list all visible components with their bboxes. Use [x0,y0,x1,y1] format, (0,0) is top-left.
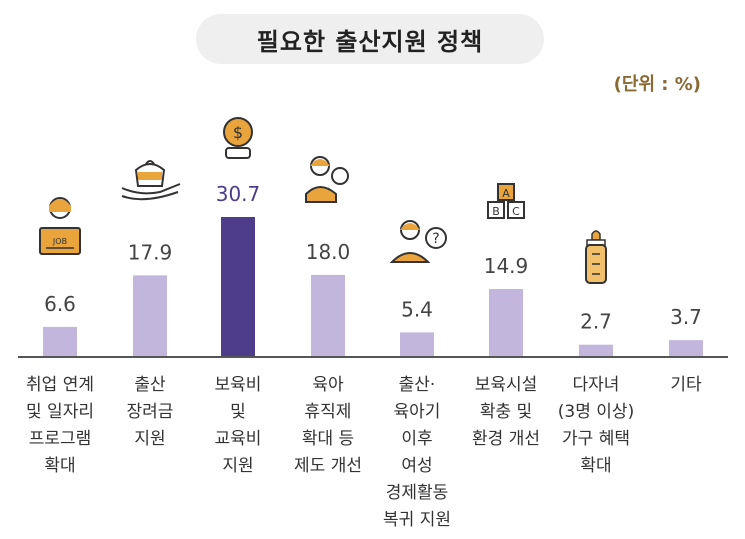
bar-4 [311,274,345,357]
baby-bottle-icon [585,230,607,284]
bar-6 [489,289,523,357]
value-label-7: 2.7 [580,310,612,334]
bar-3 [221,217,255,357]
value-label-3: 30.7 [216,182,261,206]
abc-blocks-icon: A B C [487,183,525,219]
woman-question-icon: ? [389,220,447,263]
svg-text:C: C [512,205,520,218]
job-worker-icon: JOB [39,197,81,255]
value-label-5: 5.4 [401,297,433,321]
bar-5 [400,332,434,357]
svg-text:$: $ [233,123,243,142]
category-label-3: 보육비 및 교육비 지원 [214,375,262,476]
category-label-1: 취업 연계 및 일자리 프로그램 확대 [26,375,94,476]
value-label-2: 17.9 [128,240,173,264]
category-label-2: 출산 장려금 지원 [126,375,174,449]
bar-8 [669,340,703,357]
category-label-6: 보육시설 확충 및 환경 개선 [472,375,540,449]
unit-label: (단위 : %) [613,74,701,95]
cash-pouch-hand-icon [121,160,181,201]
parent-child-icon [305,156,349,203]
category-label-5: 출산· 육아기 이후 여성 경제활동 복귀 지원 [383,375,451,530]
value-label-4: 18.0 [306,240,351,264]
chart-title: 필요한 출산지원 정책 [196,14,544,64]
category-label-8: 기타 [670,375,702,395]
bar-7 [579,344,613,357]
coin-money-icon: $ [223,117,253,159]
category-label-4: 육아 휴직제 확대 등 제도 개선 [294,375,362,476]
category-label-7: 다자녀 (3명 이상) 가구 혜택 확대 [557,375,635,476]
value-label-8: 3.7 [670,305,702,329]
svg-text:B: B [492,205,500,218]
value-label-6: 14.9 [484,254,529,278]
svg-text:A: A [502,187,510,200]
value-label-1: 6.6 [44,292,76,316]
bar-2 [133,275,167,357]
svg-text:JOB: JOB [52,237,67,246]
bar-1 [43,326,77,357]
svg-text:?: ? [432,231,439,247]
